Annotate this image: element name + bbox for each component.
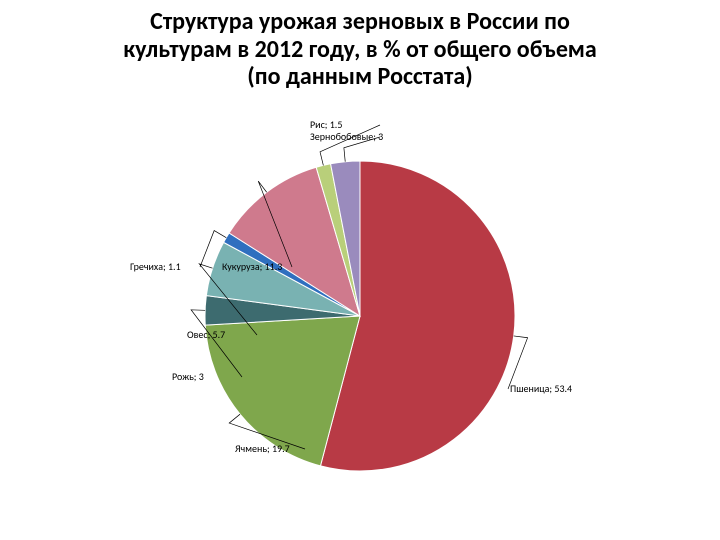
pie-svg [0,91,720,531]
label-Пшеница: Пшеница; 53.4 [510,383,572,394]
label-Кукуруза: Кукуруза; 11.3 [222,261,282,272]
pie-chart: Пшеница; 53.4 Ячмень; 19.7 Рожь; 3 Овес; 5.… [0,91,720,531]
label-Овес: Овес; 5.7 [187,329,225,340]
title-line-1: Структура урожая зерновых в России по [150,7,570,36]
title-line-3: (по данным Росстата) [247,62,472,91]
label-Ячмень: Ячмень; 19.7 [235,443,290,454]
label-Рис: Рис; 1.5 [310,119,342,130]
label-Зернобобовые: Зернобобовые; 3 [310,131,383,142]
label-Гречиха: Гречиха; 1.1 [130,261,181,272]
label-Рожь: Рожь; 3 [172,371,204,382]
chart-title: Структура урожая зерновых в России по ку… [0,0,720,91]
title-line-2: культурам в 2012 году, в % от общего объ… [123,35,597,64]
